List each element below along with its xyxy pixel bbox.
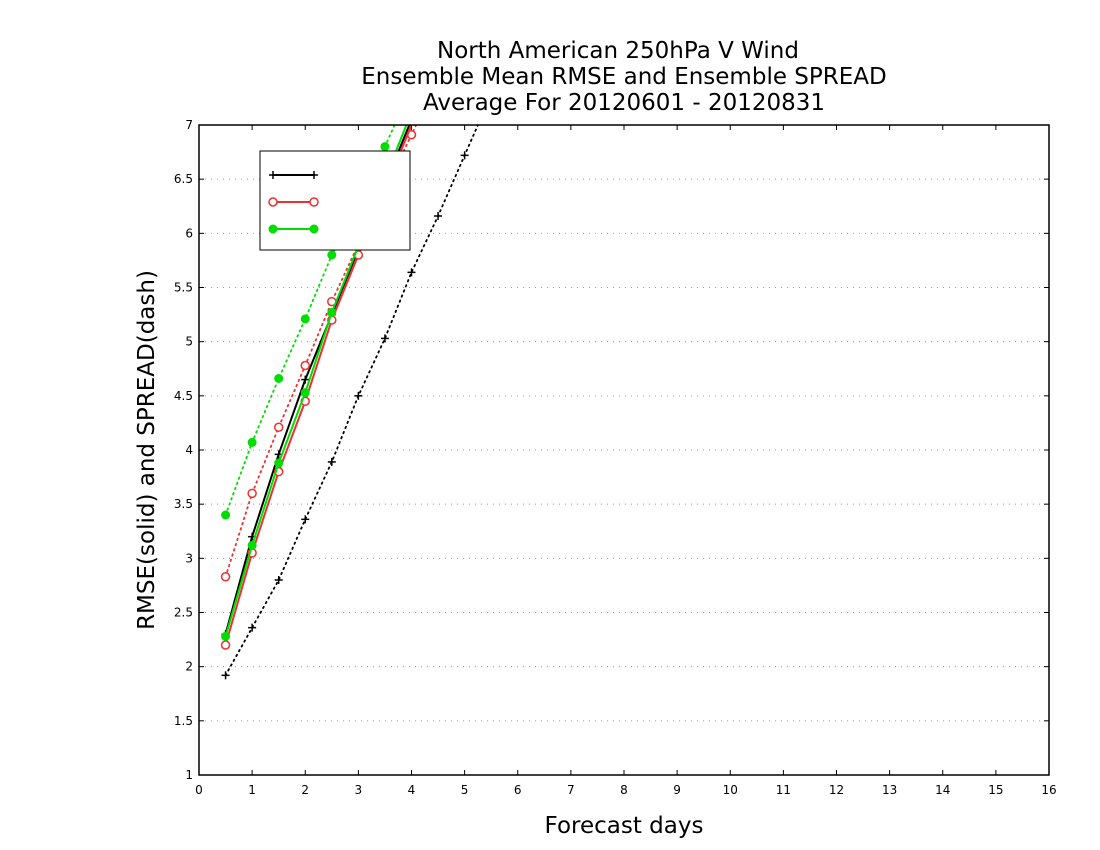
title-line-2: Ensemble Mean RMSE and Ensemble SPREAD: [361, 64, 886, 90]
series-1-spread-point: [380, 334, 389, 343]
chart-title: North American 250hPa V Wind Ensemble Me…: [361, 38, 886, 116]
legend: [259, 150, 411, 251]
x-tick-label: 12: [829, 783, 844, 797]
series-3-rmse-point: [247, 540, 257, 550]
series-3-spread-point: [274, 374, 284, 383]
series-3-spread-point: [327, 250, 337, 260]
x-tick-label: 6: [514, 783, 522, 797]
y-tick-label: 3: [185, 551, 193, 565]
legend-box: [259, 150, 411, 251]
title-line-3: Average For 20120601 - 20120831: [423, 90, 825, 116]
x-tick-label: 4: [408, 783, 416, 797]
series-1-spread-point: [434, 212, 443, 220]
x-tick-label: 0: [195, 783, 203, 797]
series-1-spread-point: [460, 151, 469, 160]
series-2-rmse-point: [220, 640, 231, 650]
x-tick-label: 1: [248, 783, 256, 797]
y-tick-label: 6: [185, 226, 193, 240]
x-tick-label: 15: [988, 783, 1003, 797]
x-tick-label: 11: [776, 783, 791, 797]
y-tick-label: 5: [185, 335, 193, 349]
title-line-1: North American 250hPa V Wind: [437, 38, 799, 64]
y-tick-label: 3.5: [174, 497, 193, 511]
legend-marker: [268, 224, 278, 234]
series-1-spread-point: [221, 671, 230, 680]
x-tick-label: 14: [935, 783, 950, 797]
series-2-spread-line: [224, 125, 418, 578]
axis-tick-labels: 11.522.533.544.555.566.570 1 2 3 4 5 6 7 8 9 10 11 1…: [174, 118, 1057, 797]
series-3-spread-point: [380, 142, 390, 152]
legend-marker: [268, 197, 278, 207]
series-1-spread-point: [407, 268, 416, 277]
x-tick-label: 8: [620, 783, 628, 797]
y-tick-label: 1: [185, 768, 193, 782]
y-tick-label: 2.5: [174, 606, 193, 620]
series-3-rmse-point: [327, 307, 337, 317]
x-tick-label: 16: [1041, 783, 1056, 797]
legend-marker: [309, 224, 319, 234]
legend-marker: [310, 171, 318, 179]
x-tick-label: 13: [882, 783, 897, 797]
y-tick-label: 4.5: [174, 389, 193, 403]
x-axis-label: Forecast days: [545, 813, 704, 839]
x-tick-label: 2: [301, 783, 309, 797]
y-tick-label: 7: [185, 118, 193, 132]
y-tick-label: 4: [185, 443, 193, 457]
series-1-spread-point: [327, 457, 336, 466]
series-3-rmse-point: [300, 388, 310, 398]
series-2-spread-point: [247, 488, 257, 499]
x-tick-label: 7: [567, 783, 575, 797]
series-2-spread-point: [300, 360, 310, 371]
series-2-spread-point: [273, 422, 284, 432]
x-tick-label: 5: [461, 783, 469, 797]
x-tick-label: 9: [673, 783, 681, 797]
y-tick-label: 6.5: [174, 172, 193, 186]
x-tick-label: 10: [723, 783, 738, 797]
series-2-spread-point: [220, 572, 231, 582]
axis-ticks: [198, 124, 1050, 776]
series-3-rmse-point: [274, 458, 284, 468]
y-tick-label: 5.5: [174, 281, 193, 295]
y-axis-label: RMSE(solid) and SPREAD(dash): [134, 270, 160, 630]
series-1-spread-point: [248, 623, 257, 632]
y-tick-label: 1.5: [174, 714, 193, 728]
series-3-spread-point: [247, 437, 257, 447]
series-1-spread-point: [301, 515, 310, 524]
series-3-spread-point: [221, 510, 231, 520]
series-1-spread-point: [354, 391, 363, 400]
x-tick-label: 3: [355, 783, 363, 797]
y-tick-label: 2: [185, 660, 193, 674]
series-3-spread-point: [300, 314, 310, 324]
series-3-rmse-point: [221, 631, 231, 641]
series-1-rmse-point: [301, 375, 310, 384]
series-1-spread-point: [274, 576, 283, 584]
legend-marker: [269, 171, 277, 179]
legend-marker: [309, 197, 319, 207]
